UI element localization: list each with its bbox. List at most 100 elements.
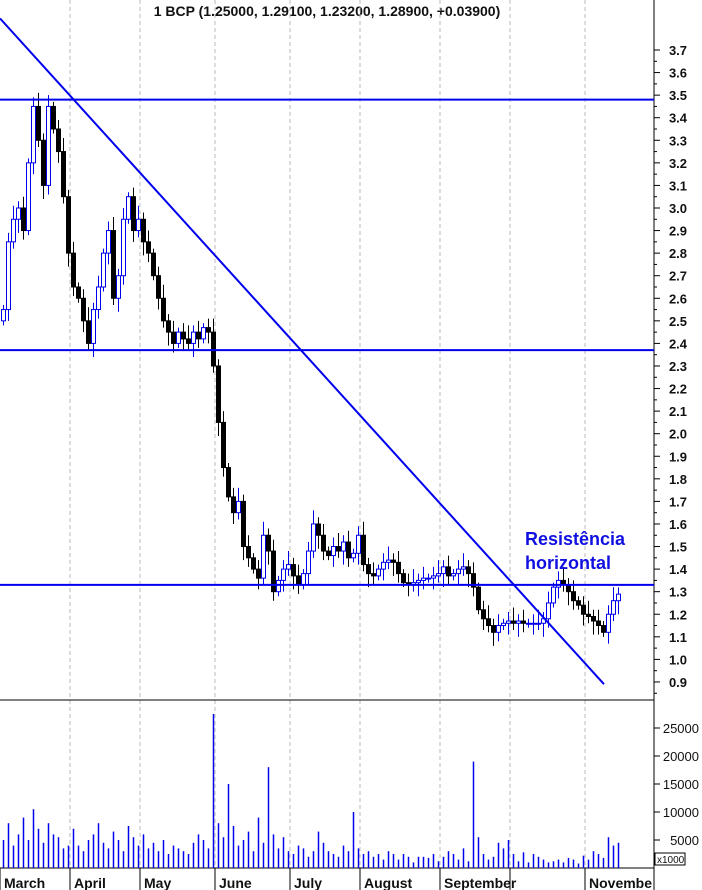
price-tick-label: 3.6 (669, 66, 687, 81)
candle (446, 555, 451, 585)
candle (241, 494, 246, 561)
candle-body (421, 577, 426, 581)
candle (136, 205, 141, 238)
candle-body (491, 625, 496, 633)
candle (476, 582, 481, 615)
candle-body (401, 573, 406, 584)
candle-body (376, 568, 381, 577)
candle (396, 551, 401, 583)
candle-body (6, 241, 11, 311)
candle (1, 305, 6, 326)
candle (201, 323, 206, 344)
candle (321, 523, 326, 561)
price-tick-label: 3.4 (669, 111, 688, 126)
candle (116, 268, 121, 312)
candle-body (526, 622, 531, 625)
candle-body (386, 559, 391, 563)
price-tick-label: 0.9 (669, 675, 687, 690)
trend-line (0, 17, 605, 685)
candle (161, 284, 166, 328)
candle (581, 596, 586, 626)
candle-body (276, 579, 281, 593)
candle-body (226, 467, 231, 498)
volume-tick-label: 10000 (663, 805, 699, 820)
candle-body (571, 591, 576, 602)
candle (591, 609, 596, 635)
candle (471, 562, 476, 597)
candle (71, 241, 76, 297)
candle-body (471, 573, 476, 588)
candle (376, 564, 381, 581)
candle-body (286, 564, 291, 570)
price-tick-label: 3.0 (669, 201, 687, 216)
candle (56, 119, 61, 163)
candle (316, 517, 321, 549)
candle (356, 526, 361, 565)
candle-body (546, 602, 551, 620)
candle (441, 560, 446, 588)
candle-body (256, 568, 261, 579)
candle-body (306, 550, 311, 575)
candle (331, 537, 336, 567)
candle (176, 327, 181, 348)
candle (411, 569, 416, 592)
candle-body (436, 573, 441, 577)
candle (431, 566, 436, 590)
candle-body (21, 207, 26, 232)
candle (606, 605, 611, 644)
candle-body (131, 196, 136, 232)
x-tick-label: April (74, 875, 106, 890)
candle-body (71, 252, 76, 288)
candle (6, 232, 11, 321)
x-tick-label: May (144, 875, 171, 890)
candle (351, 548, 356, 563)
price-tick-label: 2.0 (669, 427, 687, 442)
candle-body (326, 550, 331, 557)
candle-body (316, 523, 321, 536)
candle-body (501, 622, 506, 627)
candle (191, 325, 196, 357)
candle-body (136, 218, 141, 232)
annotation-line2: horizontal (525, 553, 611, 573)
candle (76, 282, 81, 303)
candle-body (451, 573, 456, 577)
candle-body (146, 241, 151, 254)
candle (81, 289, 86, 333)
candle (221, 411, 226, 477)
candle (366, 557, 371, 588)
candle-body (586, 613, 591, 618)
candle-body (461, 566, 466, 570)
candle-body (591, 616, 596, 622)
price-tick-label: 1.0 (669, 652, 687, 667)
candle-body (11, 218, 16, 243)
candle (601, 621, 606, 637)
candle (246, 535, 251, 567)
candle (251, 553, 256, 574)
candle-body (321, 534, 326, 552)
candle (196, 320, 201, 348)
candle-body (596, 620, 601, 627)
candle-body (331, 546, 336, 557)
candle-body (341, 541, 346, 552)
candle-body (476, 586, 481, 611)
price-tick-label: 1.2 (669, 607, 687, 622)
candle (341, 535, 346, 565)
candle (516, 614, 521, 637)
candle (421, 566, 426, 590)
candle-body (381, 561, 386, 570)
candle (531, 614, 536, 635)
candle (271, 539, 276, 601)
candle (101, 248, 106, 292)
candle (96, 275, 101, 319)
price-tick-label: 2.6 (669, 291, 687, 306)
candle-body (231, 496, 236, 514)
candle (456, 560, 461, 585)
candle (586, 600, 591, 624)
candle-body (536, 622, 541, 625)
candle (156, 266, 161, 310)
candle-body (296, 575, 301, 586)
price-tick-label: 3.2 (669, 156, 687, 171)
x-tick-label: Novembe (589, 875, 652, 890)
candle-body (511, 620, 516, 624)
